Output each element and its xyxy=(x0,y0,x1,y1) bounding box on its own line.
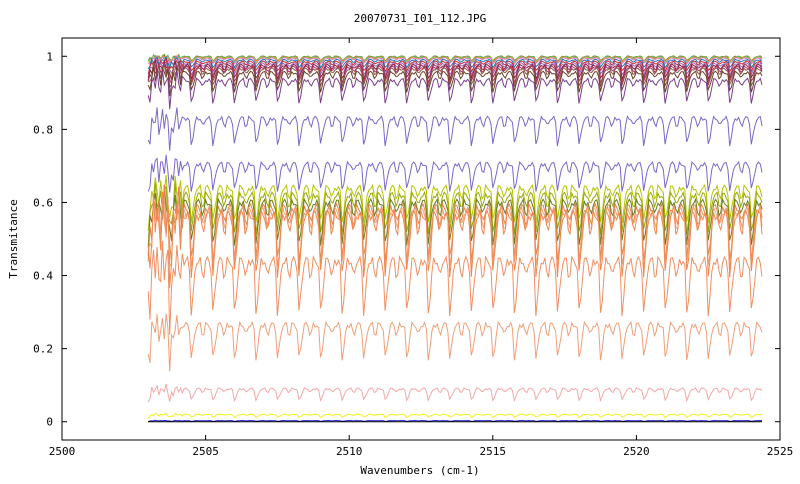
series-line xyxy=(147,58,763,82)
series-line xyxy=(147,55,763,70)
series-line xyxy=(147,58,763,79)
series-line xyxy=(147,154,763,193)
series-line xyxy=(147,313,763,372)
x-tick-label: 2500 xyxy=(49,445,76,458)
x-tick-label: 2510 xyxy=(336,445,363,458)
plot-area-frame xyxy=(61,37,781,441)
y-tick-label: 0.6 xyxy=(33,196,53,209)
series-line xyxy=(147,57,763,75)
x-axis-label: Wavenumbers (cm-1) xyxy=(360,464,479,477)
series-line xyxy=(147,69,763,110)
series-line xyxy=(147,174,763,231)
series-line xyxy=(147,185,763,256)
series-layer xyxy=(147,53,763,423)
series-line xyxy=(147,240,763,335)
series-line xyxy=(147,182,763,247)
series-line xyxy=(147,412,763,419)
chart-title: 20070731_I01_112.JPG xyxy=(354,12,486,25)
y-tick-label: 0.2 xyxy=(33,343,53,356)
x-tick-label: 2505 xyxy=(192,445,219,458)
series-line xyxy=(147,54,763,68)
ticks-layer: 2500 2505 2510 2515 2520 2525 0 0.2 0.4 0.6 0.8 1 xyxy=(33,38,793,458)
x-tick-label: 2515 xyxy=(480,445,507,458)
series-line xyxy=(147,60,763,85)
series-line xyxy=(147,191,763,288)
x-tick-label: 2525 xyxy=(767,445,794,458)
series-line xyxy=(147,383,763,403)
y-tick-label: 0 xyxy=(46,416,53,429)
x-tick-label: 2520 xyxy=(623,445,650,458)
series-line xyxy=(147,419,763,423)
y-axis-label: Transmitance xyxy=(7,199,20,278)
series-line xyxy=(147,193,763,271)
series-line xyxy=(147,107,763,151)
series-line xyxy=(147,66,763,97)
y-tick-label: 1 xyxy=(46,50,53,63)
y-tick-label: 0.8 xyxy=(33,123,53,136)
y-tick-label: 0.4 xyxy=(33,270,53,283)
series-line xyxy=(147,61,763,89)
